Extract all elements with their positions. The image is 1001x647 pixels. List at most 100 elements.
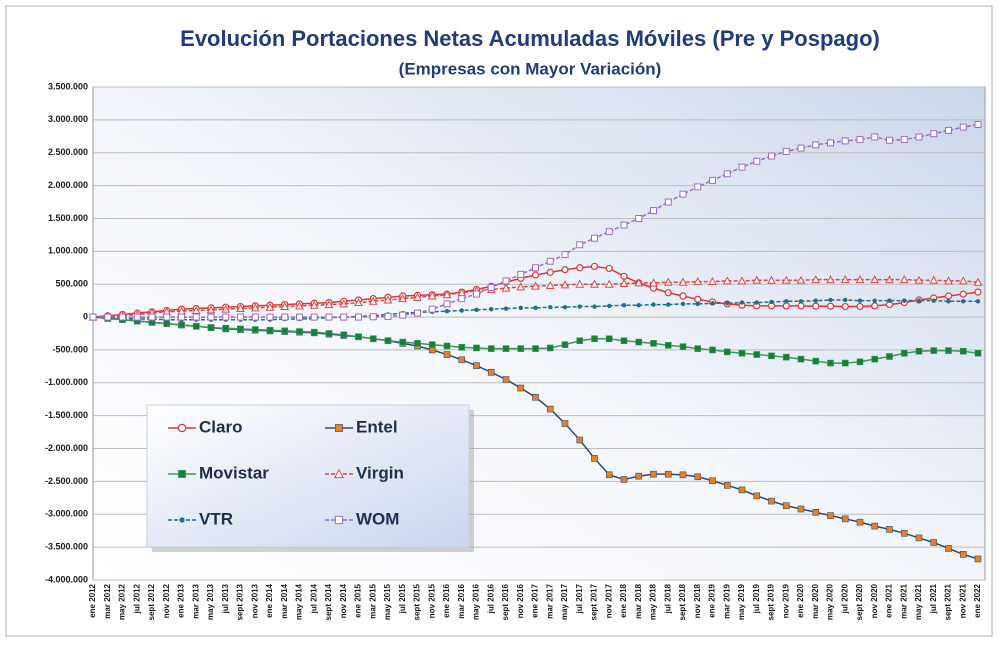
x-tick-label: may 2019 [737,583,746,620]
marker [797,355,805,363]
marker [797,302,805,310]
marker [428,341,436,348]
marker [797,144,805,152]
legend-marker [178,470,186,478]
chart-title: Evolución Portaciones Netas Acumuladas M… [180,26,880,51]
y-tick-label: 2.000.000 [48,180,88,190]
marker [663,277,673,286]
marker [266,313,274,321]
marker [222,313,230,321]
marker [768,352,775,360]
marker [251,313,259,321]
marker [207,313,215,321]
y-tick-label: -2.500.000 [45,476,88,486]
marker [872,298,877,303]
x-tick-label: ene 2019 [708,583,717,617]
marker [178,313,185,321]
marker [561,251,569,259]
marker [782,502,790,510]
x-tick-label: mar 2015 [368,583,377,618]
x-tick-label: mar 2014 [280,583,289,618]
marker [635,214,643,222]
marker [856,518,864,526]
marker [607,303,612,309]
marker [945,347,952,354]
marker [206,305,216,314]
marker [605,335,613,343]
x-tick-label: ene 2013 [177,583,186,617]
marker [871,355,879,363]
marker [591,234,598,242]
marker [708,277,717,286]
marker [368,296,378,305]
marker [694,473,702,481]
x-tick-label: jul 2014 [309,583,318,614]
marker [782,147,790,155]
marker [959,347,967,355]
marker [474,307,479,313]
marker [651,302,656,307]
marker [664,198,672,206]
y-tick-label: -4.000.000 [45,574,88,584]
y-tick-label: 1.500.000 [48,213,88,223]
x-tick-label: ene 2018 [619,583,628,617]
marker [782,353,790,361]
x-tick-label: may 2013 [206,583,215,620]
marker [354,298,363,307]
marker [871,302,879,310]
marker [517,384,525,392]
x-tick-label: sept 2013 [236,583,245,620]
marker [591,455,598,462]
marker [384,337,392,345]
marker [604,279,614,288]
marker [843,297,848,303]
x-tick-label: ene 2014 [265,583,274,617]
marker [664,470,672,478]
y-tick-label: -2.000.000 [45,443,88,453]
marker [635,338,643,346]
marker [900,530,908,537]
marker [443,300,451,308]
marker [813,298,818,303]
x-tick-label: may 2016 [472,583,481,620]
x-tick-label: jul 2018 [663,583,672,614]
x-tick-label: sept 2020 [855,583,864,620]
marker [531,271,540,279]
marker [459,308,464,313]
marker [502,345,510,352]
marker [856,136,864,144]
marker [973,277,983,286]
marker [340,331,348,339]
marker [649,278,658,287]
marker [560,280,570,289]
x-tick-label: may 2018 [649,583,658,620]
x-tick-label: ene 2017 [531,583,540,617]
marker [221,304,231,313]
marker [531,281,540,290]
marker [930,539,938,546]
marker [487,283,495,291]
marker [502,277,510,285]
y-tick-label: 500.000 [55,279,88,289]
marker [709,346,716,354]
x-tick-label: nov 2014 [339,583,348,618]
marker [636,303,641,308]
marker [605,228,613,236]
marker [887,298,892,303]
marker [250,303,260,312]
x-tick-label: nov 2012 [162,583,171,618]
legend-label: Claro [199,417,242,436]
marker [237,313,244,321]
marker [958,276,968,285]
marker [650,470,657,478]
marker [929,275,939,284]
marker [916,298,922,303]
marker [296,313,303,321]
marker [664,342,672,349]
marker [739,300,745,305]
x-tick-label: ene 2022 [973,583,982,617]
marker [679,471,687,479]
marker [444,308,450,314]
marker [840,275,850,284]
marker [709,477,716,485]
